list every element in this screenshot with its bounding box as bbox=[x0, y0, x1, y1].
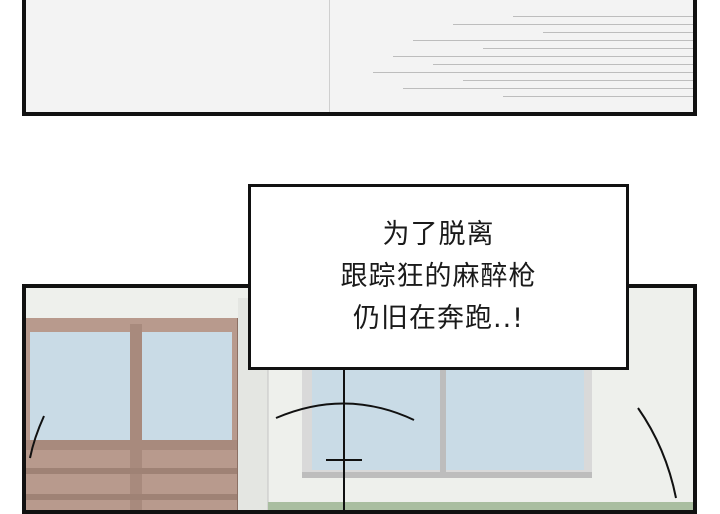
speed-line bbox=[463, 80, 693, 81]
speed-line bbox=[543, 32, 693, 33]
caption-line-3: 仍旧在奔跑..! bbox=[353, 303, 524, 334]
floor-strip bbox=[268, 502, 693, 510]
room-illustration bbox=[26, 298, 693, 510]
speed-line bbox=[453, 24, 693, 25]
speed-line bbox=[483, 48, 693, 49]
comic-panel-top bbox=[22, 0, 697, 116]
caption-line-1: 为了脱离 bbox=[382, 219, 495, 250]
speed-line bbox=[433, 64, 693, 65]
caption-box: 为了脱离 跟踪狂的麻醉枪 仍旧在奔跑..! bbox=[248, 184, 629, 370]
speed-line bbox=[503, 96, 693, 97]
speed-line bbox=[513, 16, 693, 17]
speed-line bbox=[393, 56, 693, 57]
caption-line-2: 跟踪狂的麻醉枪 bbox=[340, 261, 537, 292]
speed-line bbox=[413, 40, 693, 41]
speed-line bbox=[403, 88, 693, 89]
panel-divider-line bbox=[329, 0, 330, 112]
speed-line bbox=[373, 72, 693, 73]
left-window bbox=[26, 318, 239, 510]
crosshair-lines bbox=[29, 348, 677, 510]
